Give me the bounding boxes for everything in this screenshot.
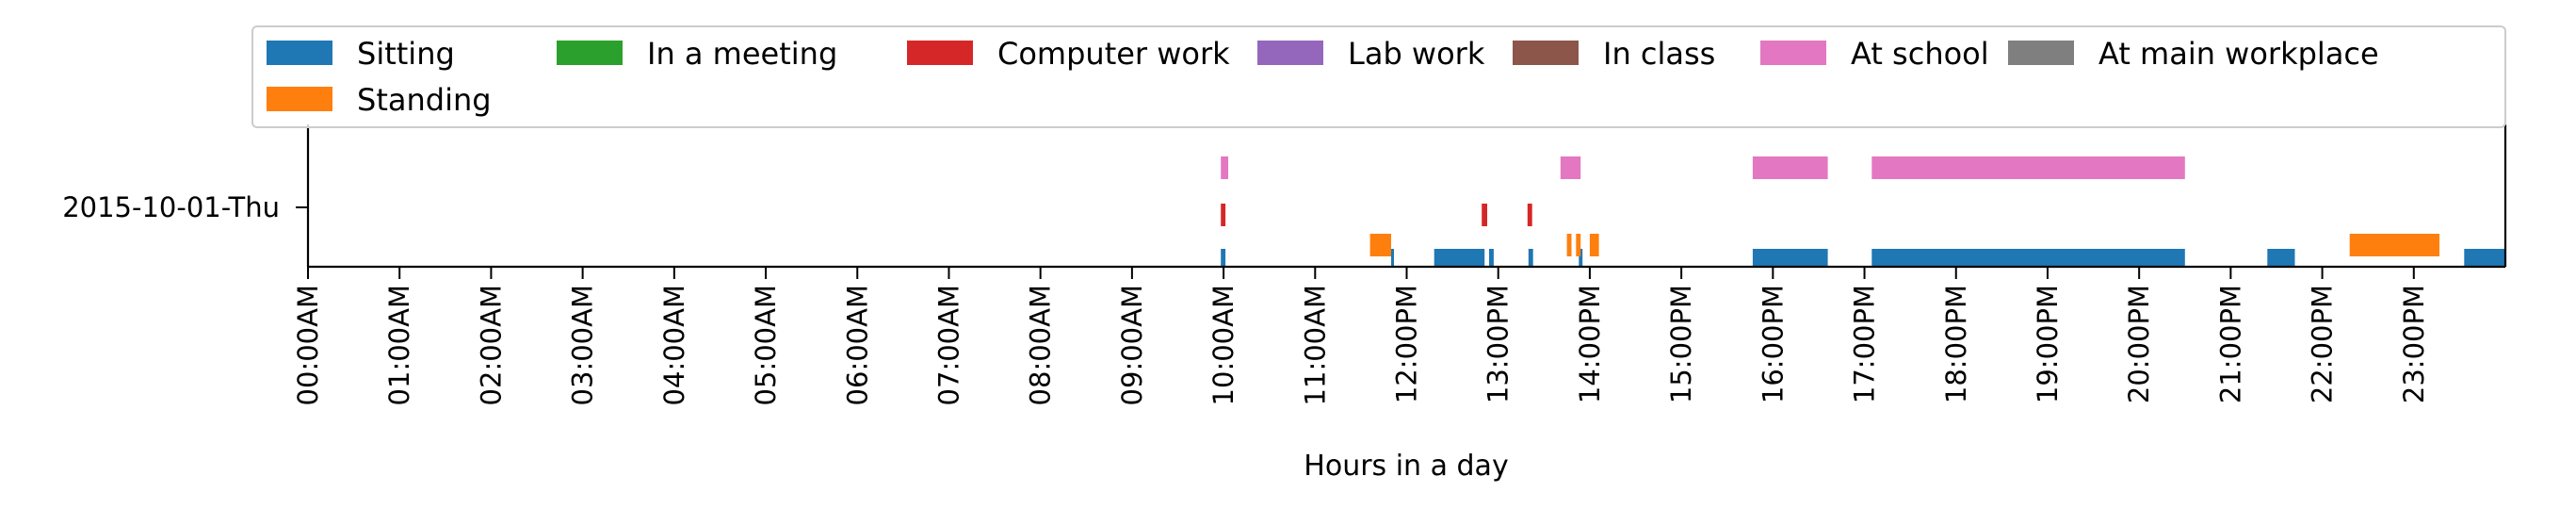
legend: Sitting Standing In a meeting Computer work…: [251, 25, 2506, 128]
x-tick-label: 00:00AM: [292, 285, 324, 405]
x-tick-label: 06:00AM: [841, 285, 873, 405]
bar-computer-work: [1482, 204, 1487, 226]
bar-at-school: [1560, 156, 1581, 179]
x-tick-label: 01:00AM: [383, 285, 415, 405]
legend-swatch: [267, 41, 332, 65]
bar-at-school: [1221, 156, 1228, 179]
legend-swatch: [557, 41, 623, 65]
bar-at-school: [1752, 156, 1828, 179]
bar-sitting: [1221, 249, 1226, 267]
x-tick-label: 21:00PM: [2214, 285, 2246, 403]
bar-computer-work: [1221, 204, 1226, 226]
legend-swatch: [2008, 41, 2074, 65]
bar-sitting: [1489, 249, 1494, 267]
x-tick-label: 23:00PM: [2398, 285, 2430, 403]
x-tick-label: 11:00AM: [1299, 285, 1331, 405]
legend-swatch: [1760, 41, 1826, 65]
legend-label: In class: [1603, 36, 1715, 72]
legend-label: Standing: [357, 82, 492, 118]
x-tick-label: 19:00PM: [2032, 285, 2064, 403]
bars-layer: [1221, 156, 2505, 267]
x-tick-label: 07:00AM: [932, 285, 964, 405]
legend-entry-at-main-workplace: At main workplace: [2008, 36, 2379, 72]
bar-sitting: [1434, 249, 1485, 267]
bar-sitting: [2464, 249, 2505, 267]
x-tick-label: 16:00PM: [1757, 285, 1789, 403]
bar-sitting: [1579, 249, 1583, 267]
x-tick-label: 18:00PM: [1940, 285, 1972, 403]
x-tick-label: 20:00PM: [2123, 285, 2155, 403]
y-tick-label: 2015-10-01-Thu: [62, 191, 280, 223]
bar-sitting: [1752, 249, 1828, 267]
x-tick-label: 04:00AM: [658, 285, 690, 405]
x-tick-label: 13:00PM: [1482, 285, 1515, 403]
x-tick-label: 17:00PM: [1849, 285, 1881, 403]
bar-sitting: [2267, 249, 2295, 267]
legend-entry-in-class: In class: [1513, 36, 1715, 72]
x-tick-label: 22:00PM: [2307, 285, 2339, 403]
x-tick-label: 10:00AM: [1207, 285, 1239, 405]
legend-swatch: [267, 87, 332, 111]
legend-label: In a meeting: [647, 36, 837, 72]
x-tick-label: 12:00PM: [1391, 285, 1423, 403]
bar-standing: [1589, 234, 1599, 256]
legend-entry-lab-work: Lab work: [1257, 36, 1485, 72]
legend-entry-computer-work: Computer work: [907, 36, 1230, 72]
legend-swatch: [1513, 41, 1579, 65]
legend-entry-standing: Standing: [267, 82, 492, 118]
legend-swatch: [1257, 41, 1323, 65]
bar-standing: [1369, 234, 1391, 256]
bar-standing: [1566, 234, 1572, 256]
legend-label: Sitting: [357, 36, 455, 72]
legend-label: At school: [1851, 36, 1989, 72]
x-tick-label: 02:00AM: [475, 285, 507, 405]
legend-items: Sitting Standing In a meeting Computer work…: [267, 36, 2379, 118]
bar-computer-work: [1527, 204, 1532, 226]
x-tick-label: 03:00AM: [567, 285, 599, 405]
bar-standing: [1576, 234, 1581, 256]
bar-sitting: [1871, 249, 2185, 267]
legend-label: At main workplace: [2098, 36, 2379, 72]
bar-standing: [2349, 234, 2439, 256]
legend-label: Lab work: [1348, 36, 1485, 72]
x-tick-label: 08:00AM: [1025, 285, 1057, 405]
bar-at-school: [1871, 156, 2185, 179]
bar-sitting: [1528, 249, 1533, 267]
legend-frame: [251, 25, 2506, 128]
legend-entry-in-a-meeting: In a meeting: [557, 36, 837, 72]
x-tick-label: 14:00PM: [1574, 285, 1606, 403]
x-axis-label: Hours in a day: [1304, 450, 1508, 483]
x-tick-label: 15:00PM: [1665, 285, 1697, 403]
x-tick-label: 05:00AM: [750, 285, 782, 405]
legend-swatch: [907, 41, 973, 65]
x-ticks-layer: 00:00AM 01:00AM 02:00AM 03:00AM 04:00AM 05:00…: [292, 267, 2430, 405]
legend-label: Computer work: [997, 36, 1230, 72]
legend-entry-sitting: Sitting: [267, 36, 455, 72]
x-tick-label: 09:00AM: [1116, 285, 1148, 405]
legend-entry-at-school: At school: [1760, 36, 1989, 72]
bar-sitting: [1391, 249, 1394, 267]
